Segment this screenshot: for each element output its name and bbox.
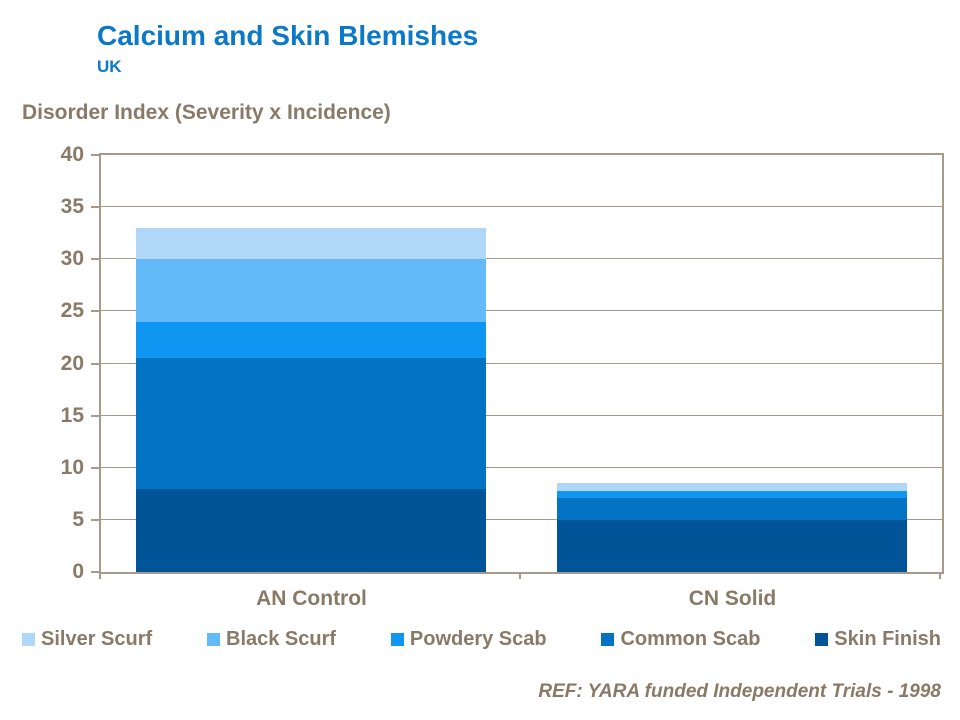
bar-segment-silver-scurf [557, 483, 907, 491]
reference-note: REF: YARA funded Independent Trials - 19… [538, 681, 941, 702]
legend-item-common-scab: Common Scab [601, 628, 760, 651]
x-label-cn-solid: CN Solid [688, 587, 777, 610]
y-axis-title: Disorder Index (Severity x Incidence) [22, 101, 391, 124]
y-tick-label-30: 30 [60, 247, 84, 270]
y-tick-label-35: 35 [60, 195, 84, 218]
bar-segment-common-scab [136, 358, 486, 489]
y-tick-40 [91, 154, 100, 156]
gridline-10 [101, 467, 942, 468]
y-tick-label-5: 5 [72, 508, 84, 531]
legend-label: Common Scab [620, 628, 761, 650]
gridline-30 [101, 258, 942, 259]
legend-label: Black Scurf [226, 628, 337, 650]
stacked-bar-an-control [136, 228, 486, 572]
legend: Silver Scurf Black Scurf Powdery Scab Commo… [22, 628, 941, 651]
bar-segment-powdery-scab [136, 322, 486, 358]
legend-label: Skin Finish [834, 628, 941, 650]
legend-label: Powdery Scab [409, 628, 547, 650]
bar-segment-skin-finish [557, 520, 907, 572]
legend-swatch-black-scurf [207, 633, 220, 646]
bar-segment-silver-scurf [136, 228, 486, 259]
y-tick-30 [91, 258, 100, 260]
y-tick-label-40: 40 [60, 143, 84, 166]
bar-segment-black-scurf [136, 259, 486, 322]
bar-segment-common-scab [557, 498, 907, 520]
y-tick-10 [91, 467, 100, 469]
page-subtitle: UK [97, 57, 122, 76]
stacked-bar-cn-solid [557, 483, 907, 572]
gridline-20 [101, 363, 942, 364]
legend-item-black-scurf: Black Scurf [207, 628, 336, 651]
y-tick-15 [91, 415, 100, 417]
y-tick-5 [91, 519, 100, 521]
legend-item-silver-scurf: Silver Scurf [22, 628, 152, 651]
y-tick-label-25: 25 [60, 299, 84, 322]
y-tick-label-0: 0 [72, 560, 84, 583]
x-tick-0 [99, 572, 101, 579]
y-tick-20 [91, 363, 100, 365]
y-tick-25 [91, 310, 100, 312]
gridline-5 [101, 519, 942, 520]
gridline-35 [101, 206, 942, 207]
page-title: Calcium and Skin Blemishes [97, 20, 479, 51]
bar-segment-powdery-scab [557, 491, 907, 498]
legend-item-powdery-scab: Powdery Scab [390, 628, 547, 651]
y-tick-label-20: 20 [60, 352, 84, 375]
legend-label: Silver Scurf [41, 628, 153, 650]
x-label-an-control: AN Control [256, 587, 367, 610]
legend-swatch-common-scab [601, 633, 615, 646]
gridline-15 [101, 415, 942, 416]
y-tick-0 [91, 571, 100, 573]
legend-item-skin-finish: Skin Finish [815, 628, 941, 651]
y-tick-label-15: 15 [60, 404, 84, 427]
y-tick-35 [91, 206, 100, 208]
x-tick-2 [939, 572, 941, 579]
bar-segment-skin-finish [136, 489, 486, 572]
x-tick-1 [519, 572, 521, 579]
legend-swatch-silver-scurf [22, 633, 35, 646]
legend-swatch-skin-finish [815, 633, 829, 646]
legend-swatch-powdery-scab [390, 633, 404, 646]
y-tick-label-10: 10 [60, 456, 84, 479]
gridline-25 [101, 310, 942, 311]
plot-area [99, 153, 944, 574]
